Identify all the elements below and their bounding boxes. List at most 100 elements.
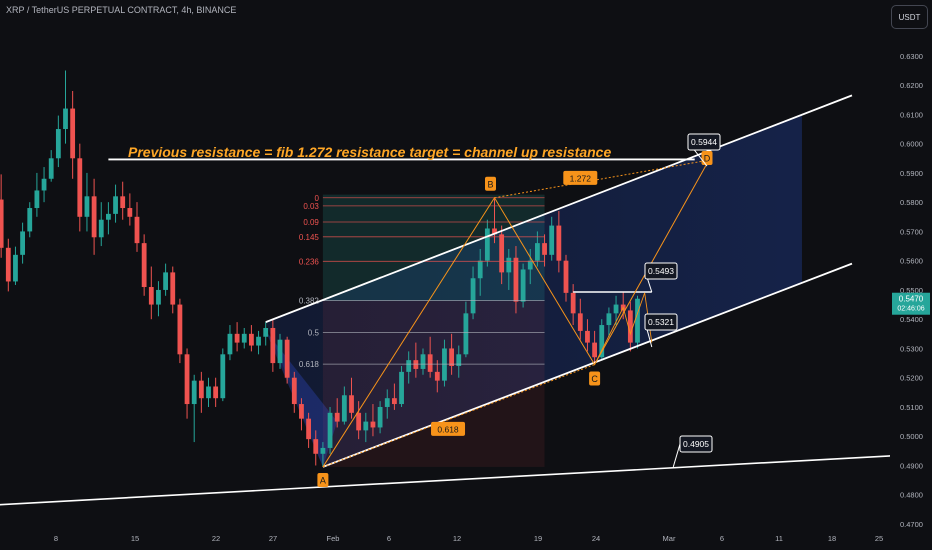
price-tick: 0.5000 — [900, 432, 923, 441]
ac-ratio-line — [322, 364, 595, 468]
candle-body — [191, 380, 197, 405]
candle-body — [549, 225, 555, 255]
candle-body — [513, 257, 519, 302]
candle-body — [334, 412, 340, 422]
time-tick: 25 — [875, 534, 883, 543]
candle-body — [442, 348, 447, 381]
candle-body — [563, 260, 569, 293]
candle-body — [170, 272, 176, 305]
price-tick: 0.4800 — [900, 491, 923, 500]
zigzag-line — [594, 292, 653, 365]
abcd-pattern-line — [322, 159, 710, 468]
callout-long-trendline-label: 0.4905 — [683, 439, 709, 449]
fib-level-label: 0.5 — [308, 328, 320, 337]
current-price-label: 0.5470 — [899, 295, 924, 304]
candle-body — [134, 216, 140, 244]
candle-body — [399, 371, 404, 405]
price-tick: 0.6100 — [900, 110, 923, 119]
candle-body — [98, 219, 104, 238]
candle-body — [313, 439, 319, 454]
candle-body — [77, 158, 83, 217]
price-tick: 0.4700 — [900, 520, 923, 529]
candle-body — [492, 228, 497, 235]
candle-body — [156, 289, 161, 305]
time-tick: 6 — [387, 534, 391, 543]
time-tick: 11 — [775, 534, 783, 543]
candle-body — [241, 333, 247, 343]
candle-body — [220, 354, 226, 399]
candle-body — [606, 313, 612, 326]
channel-upper-line — [265, 94, 853, 323]
candle-body — [256, 336, 261, 346]
candle-body — [0, 199, 4, 248]
ratio-label-ac-box — [431, 421, 466, 436]
point-c-label-box — [589, 371, 601, 386]
candle-body — [91, 196, 97, 238]
candle-body — [356, 412, 362, 431]
candle-body — [206, 386, 211, 399]
candle-body — [5, 247, 11, 282]
candle-body — [341, 395, 347, 422]
fib-level-label: 0 — [314, 194, 319, 203]
candle-body — [535, 243, 540, 261]
price-tick: 0.5300 — [900, 344, 923, 353]
candle-body — [349, 395, 354, 413]
price-tick: 0.5700 — [900, 227, 923, 236]
candle-body — [113, 196, 118, 214]
point-b-label-box — [485, 176, 496, 191]
fib-level-label: 0.145 — [299, 233, 320, 242]
point-a-label: A — [320, 475, 326, 485]
point-d-label-box — [701, 151, 713, 166]
candle-body — [327, 412, 333, 448]
candle-body — [477, 260, 483, 279]
candle-body — [449, 348, 454, 367]
price-tick: 0.5600 — [900, 257, 923, 266]
candle-body — [420, 354, 426, 369]
candle-body — [627, 310, 633, 343]
long-trendline — [0, 454, 903, 506]
time-tick: 24 — [592, 534, 600, 543]
candle-body — [213, 386, 219, 399]
candle-body — [556, 225, 562, 261]
candle-body — [370, 421, 376, 428]
candle-body — [148, 287, 154, 305]
price-axis-bg — [890, 0, 932, 550]
candle-body — [277, 339, 283, 364]
candle-body — [20, 231, 25, 255]
callout-channel-support-box — [644, 313, 678, 331]
price-tick: 0.4900 — [900, 461, 923, 470]
candle-body — [570, 292, 576, 314]
price-tick: 0.6300 — [900, 52, 923, 61]
candle-body — [406, 360, 412, 372]
candle-body — [270, 327, 276, 364]
candle-body — [291, 377, 297, 405]
candle-body — [470, 278, 476, 314]
candle-body — [299, 404, 304, 419]
callout-local-high-box — [644, 262, 678, 280]
candle-body — [585, 330, 590, 343]
time-tick: 27 — [269, 534, 277, 543]
candle-body — [392, 398, 397, 405]
candle-body — [70, 108, 76, 159]
candle-body — [456, 354, 462, 367]
point-b-label: B — [487, 179, 493, 189]
candle-body — [263, 327, 269, 337]
fib-level-label: 0.09 — [303, 218, 319, 227]
candle-body — [177, 304, 183, 355]
candle-body — [413, 360, 419, 369]
candle-body — [127, 208, 133, 217]
price-tick: 0.6000 — [900, 140, 923, 149]
currency-button[interactable]: USDT — [891, 5, 928, 29]
ratio-label-bd-box — [563, 170, 598, 185]
time-tick: 22 — [212, 534, 220, 543]
candle-body — [520, 269, 526, 302]
point-a-label-box — [317, 472, 329, 487]
candle-body — [635, 298, 640, 343]
candle-body — [320, 447, 326, 454]
candle-body — [363, 421, 369, 431]
time-tick: 19 — [534, 534, 542, 543]
candle-body — [249, 333, 254, 346]
price-tick: 0.5400 — [900, 315, 923, 324]
